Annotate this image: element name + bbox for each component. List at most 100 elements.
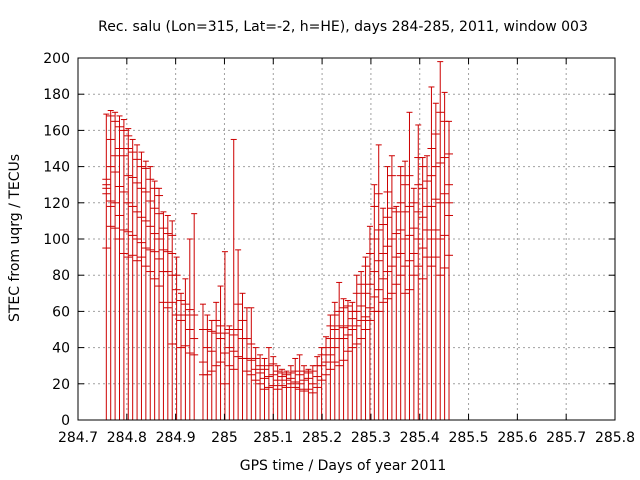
error-bar-point	[198, 303, 207, 420]
error-bar-point	[119, 119, 128, 420]
error-bar-point	[286, 365, 295, 420]
error-bar-point	[300, 365, 309, 420]
error-bar-point	[405, 111, 414, 420]
error-bar-point	[348, 301, 357, 420]
x-tick-label: 284.9	[156, 430, 196, 446]
error-bar-point	[185, 238, 194, 420]
error-bar-point	[229, 138, 238, 420]
x-tick-label: 285	[211, 430, 238, 446]
error-bar-point	[181, 278, 190, 420]
error-bar-point	[212, 301, 221, 420]
x-tick-label: 285.4	[400, 430, 440, 446]
error-bar-point	[234, 249, 243, 420]
error-bar-point	[436, 61, 445, 420]
error-bar-point	[115, 115, 124, 420]
error-bar-point	[146, 166, 155, 420]
error-bar-point	[308, 365, 317, 420]
error-bar-point	[106, 109, 115, 420]
error-bar-point	[317, 347, 326, 420]
y-axis-title: STEC from uqrg / TECUs	[7, 154, 23, 322]
error-bar-point	[304, 368, 313, 420]
error-bar-point	[172, 256, 181, 420]
error-bar-point	[431, 102, 440, 420]
error-bar-point	[260, 357, 269, 420]
chart-title: Rec. salu (Lon=315, Lat=-2, h=HE), days …	[98, 19, 588, 35]
error-bar-point	[141, 160, 150, 420]
y-tick-label: 180	[43, 87, 70, 103]
x-tick-label: 285.6	[497, 430, 537, 446]
error-bar-point	[291, 357, 300, 420]
error-bar-point	[383, 166, 392, 420]
y-tick-label: 160	[43, 123, 70, 139]
error-bar-point	[177, 292, 186, 420]
y-tick-label: 200	[43, 51, 70, 67]
y-tick-label: 20	[52, 377, 70, 393]
x-tick-label: 285.1	[253, 430, 293, 446]
error-bar-point	[401, 160, 410, 420]
y-tick-label: 80	[52, 268, 70, 284]
error-bar-point	[387, 155, 396, 420]
x-tick-label: 285.8	[595, 430, 635, 446]
error-bar-point	[321, 336, 330, 420]
error-bar-point	[418, 157, 427, 420]
error-bar-point	[203, 314, 212, 420]
error-bar-point	[330, 301, 339, 420]
error-bar-point	[295, 354, 304, 420]
error-bar-point	[124, 128, 133, 420]
error-bar-point	[269, 356, 278, 420]
error-bar-point	[335, 281, 344, 420]
error-bar-point	[256, 354, 265, 420]
error-bar-point	[427, 86, 436, 420]
x-tick-label: 285.3	[351, 430, 391, 446]
x-tick-label: 285.5	[448, 430, 488, 446]
x-tick-label: 285.2	[302, 430, 342, 446]
error-bar-point	[251, 347, 260, 420]
error-bar-point	[137, 151, 146, 420]
error-bar-point	[361, 256, 370, 420]
error-bar-point	[102, 113, 111, 420]
error-bar-point	[278, 368, 287, 420]
error-bar-point	[423, 155, 432, 420]
y-tick-label: 100	[43, 232, 70, 248]
error-bar-point	[264, 347, 273, 420]
x-axis-title: GPS time / Days of year 2011	[240, 458, 447, 474]
y-tick-label: 120	[43, 196, 70, 212]
error-bar-point	[326, 314, 335, 420]
error-bar-point	[220, 251, 229, 420]
error-bar-point	[374, 144, 383, 420]
error-bar-point	[352, 274, 361, 420]
error-bar-point	[207, 319, 216, 420]
error-bar-point	[409, 187, 418, 420]
error-bar-point	[282, 370, 291, 420]
error-bar-point	[111, 111, 120, 420]
tick-labels: 284.7 284.8 284.9 285 285.1 285.2 285.3 285.4 28…	[43, 51, 635, 446]
error-bar-point	[365, 225, 374, 420]
x-tick-label: 284.7	[58, 430, 98, 446]
error-bar-point	[216, 285, 225, 420]
error-bar-point	[343, 300, 352, 420]
error-bar-point	[225, 325, 234, 420]
error-bar-point	[357, 271, 366, 420]
error-bar-point	[155, 187, 164, 420]
error-bar-point	[190, 213, 199, 420]
y-tick-label: 140	[43, 160, 70, 176]
x-tick-label: 285.7	[546, 430, 586, 446]
error-bar-point	[273, 365, 282, 420]
error-bar-point	[150, 180, 159, 420]
error-bar-point	[133, 144, 142, 420]
error-bar-point	[440, 91, 449, 420]
error-bar-point	[339, 298, 348, 420]
x-tick-label: 284.8	[107, 430, 147, 446]
error-bar-point	[396, 166, 405, 420]
error-bar-point	[445, 120, 454, 420]
axis-ticks	[77, 57, 616, 421]
error-bar-point	[392, 205, 401, 420]
error-bar-point	[379, 207, 388, 420]
data-series	[102, 61, 454, 420]
error-bar-point	[159, 211, 168, 420]
y-tick-label: 40	[52, 341, 70, 357]
y-tick-label: 60	[52, 304, 70, 320]
error-bar-point	[128, 138, 137, 420]
